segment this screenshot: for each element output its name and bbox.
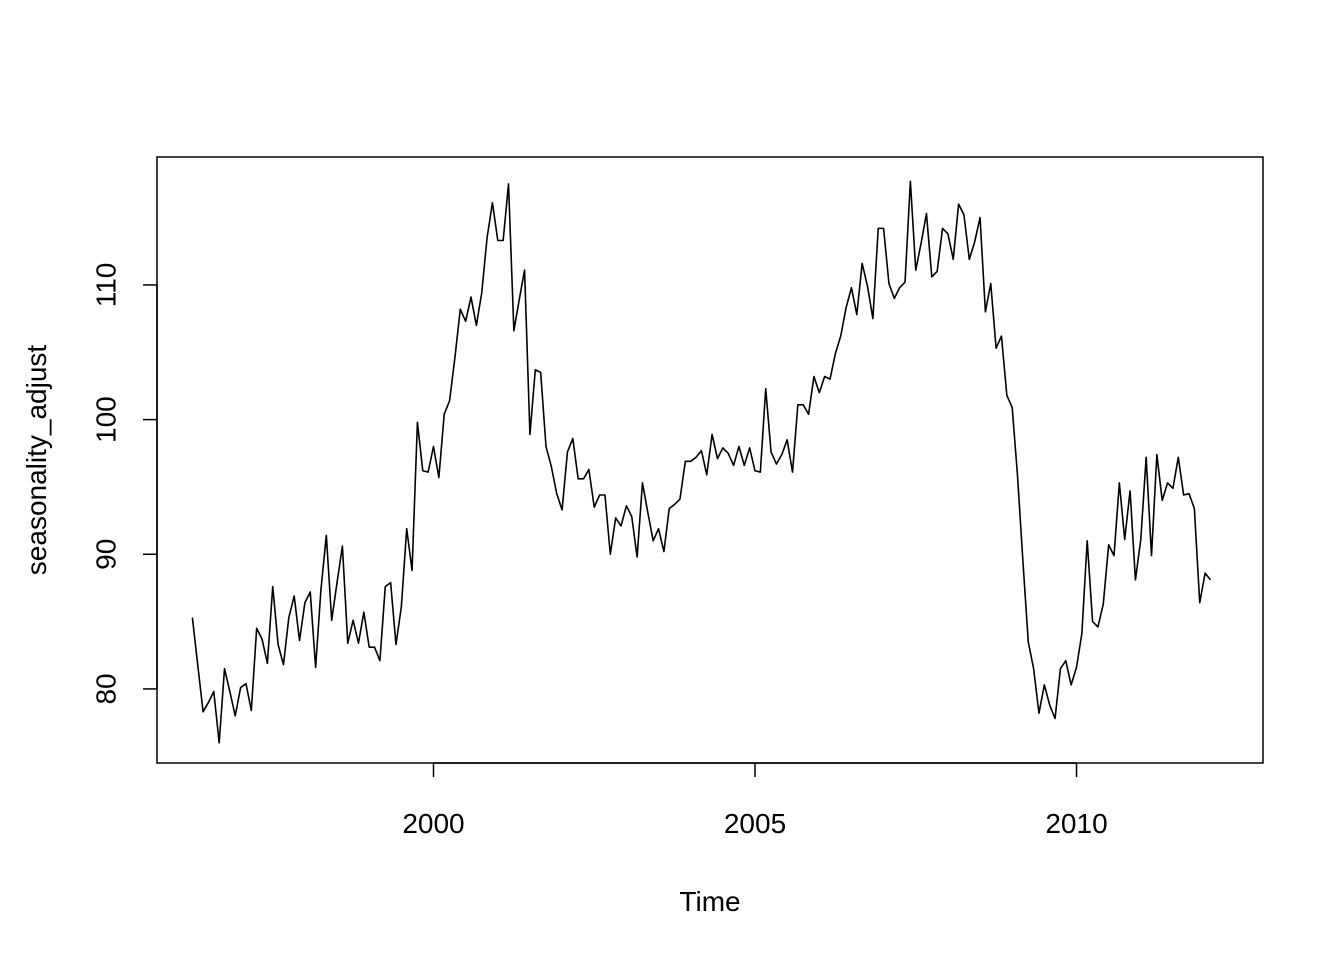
series-line [191, 180, 1212, 744]
x-axis: 2000 2005 2010 [402, 762, 1108, 839]
x-tick-label: 2000 [402, 808, 464, 839]
x-axis-label: Time [679, 886, 740, 917]
y-tick-label: 90 [90, 539, 121, 570]
y-tick-label: 80 [90, 673, 121, 704]
x-tick-label: 2010 [1045, 808, 1107, 839]
y-axis: 80 90 100 110 [90, 263, 158, 705]
y-tick-label: 100 [90, 396, 121, 443]
y-axis-label: seasonality_adjust [21, 345, 52, 576]
y-tick-label: 110 [90, 263, 121, 308]
plot-frame [156, 156, 1264, 764]
x-tick-label: 2005 [724, 808, 786, 839]
